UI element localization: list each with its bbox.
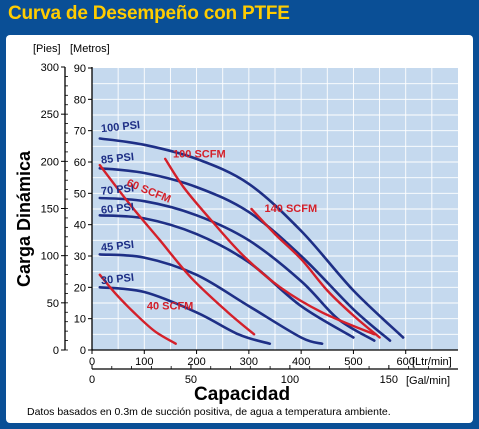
scfm-curve [98,163,256,336]
x-unit-gallons: [Gal/min] [406,375,450,387]
y-tick-label-meters: 70 [74,126,86,138]
scfm-curve [250,207,381,339]
psi-curve [98,286,272,345]
y-unit-meters: [Metros] [70,43,110,55]
footnote: Datos basados en 0.3m de succión positiv… [27,406,391,418]
y-ticks-feet: 0 50 100 150 200 250 300 [41,62,68,357]
x-ticks-gallons: 0 50 100 150 [89,365,429,386]
x-tick-label-liters: 300 [240,356,258,368]
scfm-curve [98,273,177,345]
psi-curve-label: 100 PSI [100,119,140,135]
y-tick-label-feet: 0 [53,345,59,357]
y-tick-label-feet: 300 [41,62,59,74]
psi-curve-label: 60 PSI [100,201,134,216]
chart-title: Curva de Desempeño con PTFE [8,3,290,24]
y-tick-label-meters: 10 [74,314,86,326]
performance-curve-chart: 0 50 100 150 200 250 300 0 10 20 30 40 50 60 70 80 90 0… [14,43,458,418]
scfm-curve [164,157,376,336]
psi-curve [98,253,324,345]
y-tick-label-feet: 250 [41,109,59,121]
y-ticks-meters: 0 10 20 30 40 50 60 70 80 90 [74,63,92,357]
scfm-curve-label: 40 SCFM [147,300,193,312]
y-unit-feet: [Pies] [33,43,61,55]
scfm-curve-label: 100 SCFM [173,148,226,160]
x-tick-label-liters: 600 [397,356,415,368]
x-tick-label-liters: 500 [344,356,362,368]
y-tick-label-meters: 0 [80,345,86,357]
y-tick-label-feet: 50 [47,298,59,310]
y-tick-label-meters: 20 [74,282,86,294]
y-tick-label-feet: 200 [41,156,59,168]
psi-curve-label: 85 PSI [100,151,134,166]
x-tick-label-liters: 400 [292,356,310,368]
y-tick-label-meters: 40 [74,220,86,232]
scfm-curve-label: 140 SCFM [265,203,318,215]
x-tick-label-liters: 200 [187,356,205,368]
x-ticks-liters: 0 100 200 300 400 500 600 [89,350,415,368]
y-tick-label-meters: 90 [74,63,86,75]
y-tick-label-meters: 50 [74,188,86,200]
y-tick-label-meters: 30 [74,251,86,263]
y-axis-title: Carga Dinámica [14,150,34,287]
x-axis-title: Capacidad [194,384,290,405]
y-tick-label-meters: 60 [74,157,86,169]
psi-curve-label: 30 PSI [100,272,134,287]
y-tick-label-meters: 80 [74,94,86,106]
psi-curve [98,167,392,342]
y-tick-label-feet: 150 [41,204,59,216]
scfm-curves [98,157,381,345]
x-tick-label-gallons: 0 [89,374,95,386]
psi-curve [98,137,405,339]
x-unit-liters: [Ltr/min] [412,356,452,368]
x-tick-label-liters: 100 [135,356,153,368]
chart-panel: 0 50 100 150 200 250 300 0 10 20 30 40 50 60 70 80 90 0… [6,35,473,423]
x-tick-label-gallons: 100 [281,374,299,386]
y-tick-label-feet: 100 [41,251,59,263]
grid-lines [92,68,458,350]
x-tick-label-gallons: 50 [185,374,197,386]
psi-curve-label: 45 PSI [100,239,134,254]
psi-curve-label: 70 PSI [100,182,134,197]
x-tick-label-gallons: 150 [380,374,398,386]
x-tick-label-liters: 0 [89,356,95,368]
